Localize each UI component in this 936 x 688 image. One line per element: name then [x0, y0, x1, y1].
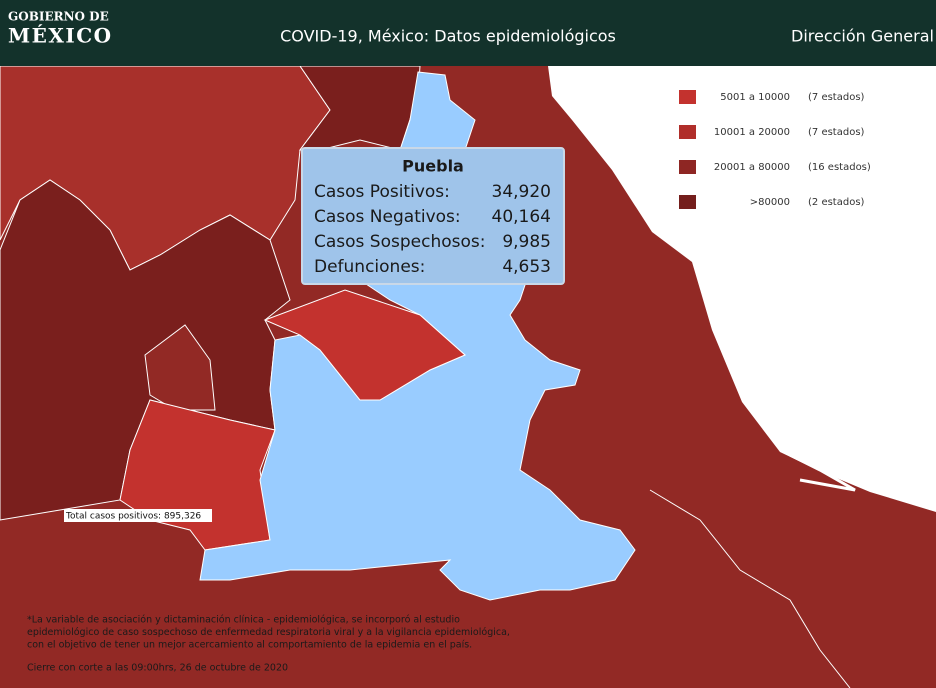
tooltip-title: Puebla	[402, 157, 464, 176]
legend-range: 20001 a 80000	[714, 162, 790, 173]
total-label: Total casos positivos: 895,326	[65, 512, 201, 522]
region	[263, 289, 466, 401]
legend-swatch	[679, 125, 696, 139]
tooltip-label: Casos Negativos:	[314, 207, 461, 227]
header-bar	[0, 0, 936, 66]
tooltip-box	[301, 147, 565, 285]
footnote-line: epidemiológico de caso sospechoso de enf…	[27, 627, 510, 638]
header-title: COVID-19, México: Datos epidemiológicos	[280, 27, 616, 46]
legend-range: >80000	[750, 197, 790, 208]
footnote: *La variable de asociación y dictaminaci…	[27, 615, 510, 651]
legend-range: 5001 a 10000	[720, 92, 790, 103]
legend-swatch	[679, 90, 696, 104]
footnote-line: con el objetivo de tener un mejor acerca…	[27, 640, 472, 651]
tooltip-label: Casos Positivos:	[314, 182, 450, 202]
legend-count: (16 estados)	[808, 162, 871, 173]
legend-count: (7 estados)	[808, 127, 865, 138]
header-right: Dirección General	[791, 27, 934, 46]
total-box	[64, 509, 212, 522]
icon	[789, 453, 856, 492]
tooltip-value: 9,985	[502, 232, 551, 252]
legend-swatch	[679, 195, 696, 209]
border	[649, 489, 851, 688]
logo-bottom: MÉXICO	[8, 24, 113, 48]
legend-range: 10001 a 20000	[714, 127, 790, 138]
footnote-line: *La variable de asociación y dictaminaci…	[27, 615, 460, 626]
cutoff: Cierre con corte a las 09:00hrs, 26 de o…	[27, 663, 288, 674]
legend-count: (2 estados)	[808, 197, 865, 208]
legend-count: (7 estados)	[808, 92, 865, 103]
tooltip-label: Casos Sospechosos:	[314, 232, 485, 252]
tooltip-value: 34,920	[492, 182, 551, 202]
legend-swatch	[679, 160, 696, 174]
tooltip-label: Defunciones:	[314, 257, 425, 277]
tooltip-rows: Casos Positivos: 34,920 Casos Negativos: 40…	[314, 182, 551, 277]
legend: 5001 a 10000 (7 estados) 10001 a 20000 (7 e…	[679, 90, 871, 209]
logo-top: GOBIERNO DE	[8, 10, 109, 24]
tooltip-value: 4,653	[502, 257, 551, 277]
sea	[548, 66, 936, 512]
tooltip-value: 40,164	[492, 207, 551, 227]
region	[144, 324, 216, 411]
